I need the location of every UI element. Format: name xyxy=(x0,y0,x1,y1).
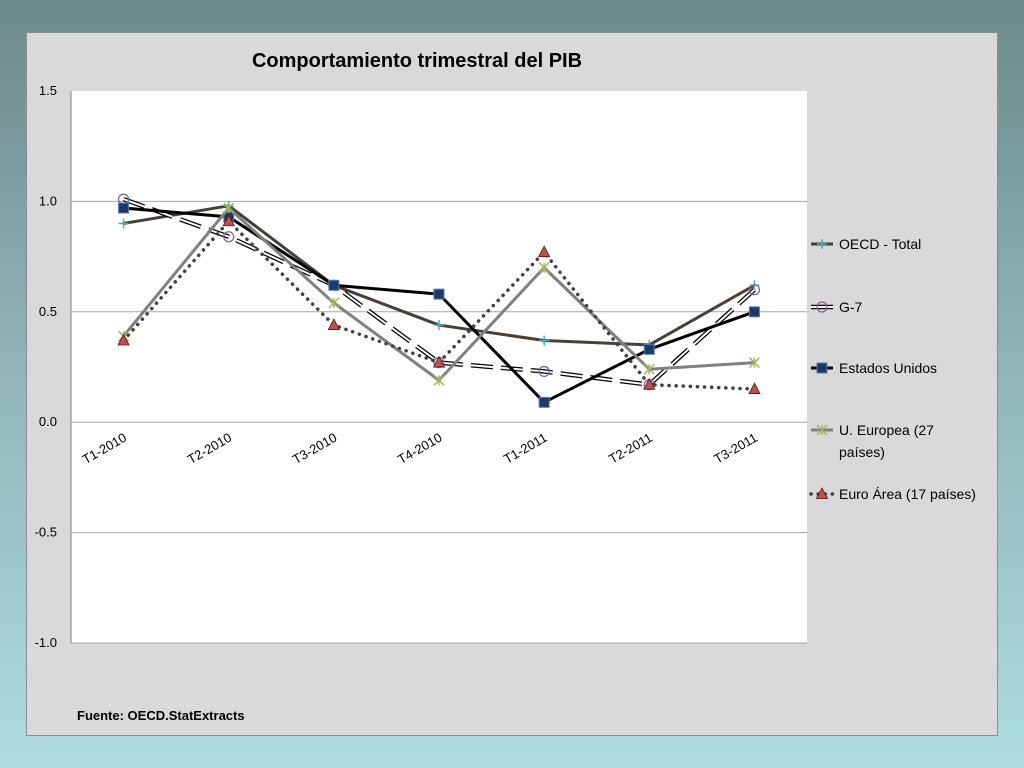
legend-item: G-7 xyxy=(811,299,863,315)
data-point xyxy=(327,318,341,330)
data-point xyxy=(434,320,444,331)
source-note: Fuente: OECD.StatExtracts xyxy=(77,708,245,723)
y-tick-label: 0.0 xyxy=(39,414,57,429)
y-tick-label: 0.5 xyxy=(39,304,57,319)
data-point xyxy=(538,262,550,274)
chart-svg: Comportamiento trimestral del PIB -1.0 -0… xyxy=(35,50,976,723)
data-point xyxy=(432,355,446,368)
chart-panel: Comportamiento trimestral del PIB -1.0 -0… xyxy=(26,32,998,736)
data-point xyxy=(643,377,656,390)
legend-label: Estados Unidos xyxy=(839,360,937,376)
legend-item: Euro Área (17 países) xyxy=(809,486,976,502)
chart-title: Comportamiento trimestral del PIB xyxy=(252,50,582,72)
data-point xyxy=(538,396,550,408)
legend-label: países) xyxy=(839,444,885,460)
data-point xyxy=(748,382,761,394)
legend-swatch-marker xyxy=(816,424,828,436)
data-point xyxy=(748,306,760,318)
legend-swatch-marker xyxy=(816,301,828,313)
data-point xyxy=(222,214,235,227)
data-point xyxy=(539,335,550,346)
legend-swatch-marker xyxy=(817,239,827,249)
legend-label: OECD - Total xyxy=(839,236,921,252)
legend-swatch-marker xyxy=(816,362,828,374)
y-tick-label: 1.5 xyxy=(39,83,57,98)
data-point xyxy=(748,357,760,369)
data-point xyxy=(433,374,445,386)
data-point xyxy=(643,343,655,355)
legend-label: G-7 xyxy=(839,299,863,315)
data-point xyxy=(223,231,235,243)
series-5 xyxy=(117,214,761,394)
y-tick-label: -1.0 xyxy=(35,635,57,650)
legend-item: Estados Unidos xyxy=(811,360,937,376)
data-point xyxy=(117,333,130,346)
y-tick-label: -0.5 xyxy=(35,525,57,540)
y-tick-label: 1.0 xyxy=(39,193,57,208)
data-point xyxy=(748,284,761,296)
data-point xyxy=(328,297,340,309)
y-axis-ticks: -1.0 -0.5 0.0 0.5 1.0 1.5 xyxy=(35,83,57,650)
series-line-inner xyxy=(123,198,756,386)
data-point xyxy=(118,218,129,229)
data-point xyxy=(433,288,445,300)
grid-layer xyxy=(70,91,807,644)
legend-label: U. Europea (27 xyxy=(839,422,934,438)
data-point xyxy=(643,363,655,375)
data-point xyxy=(118,202,130,214)
legend-item: OECD - Total xyxy=(811,236,921,252)
legend-item: U. Europea (27 países) xyxy=(811,422,934,460)
legend: OECD - Total G-7 Estados Unidos U. Europea … xyxy=(809,236,976,502)
legend-swatch-marker xyxy=(815,487,829,499)
legend-label: Euro Área (17 países) xyxy=(839,486,976,502)
data-point xyxy=(538,365,550,378)
data-point xyxy=(223,202,235,214)
data-point xyxy=(328,279,340,291)
data-point xyxy=(537,245,551,258)
series-layer xyxy=(117,193,761,408)
